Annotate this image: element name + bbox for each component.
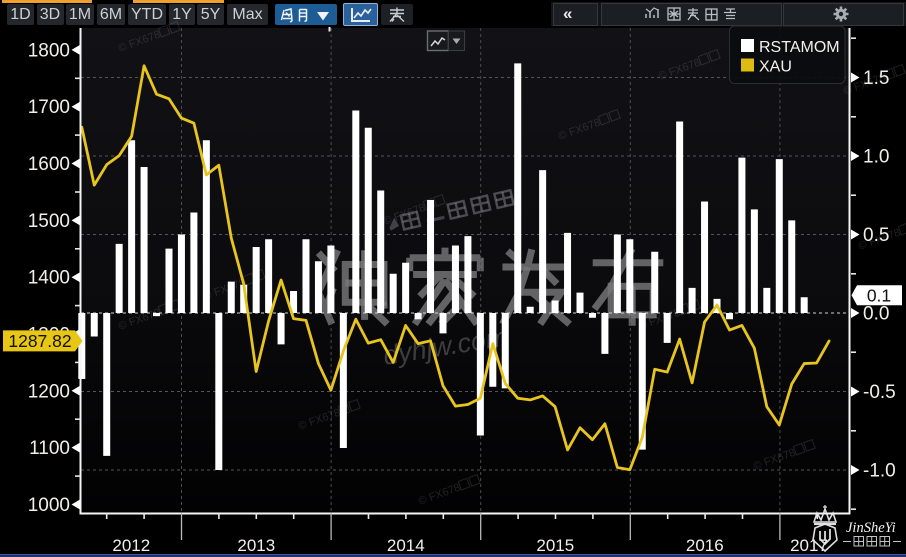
svg-text:1500: 1500 <box>28 211 70 232</box>
svg-text:0.5: 0.5 <box>863 225 889 246</box>
svg-text:-0.5: -0.5 <box>863 382 896 403</box>
svg-text:XAU: XAU <box>759 59 792 76</box>
svg-text:1287.82: 1287.82 <box>8 331 71 351</box>
svg-text:1600: 1600 <box>28 154 70 175</box>
svg-text:2015: 2015 <box>536 536 574 555</box>
svg-text:1000: 1000 <box>28 495 70 516</box>
svg-text:1100: 1100 <box>29 438 70 459</box>
svg-text:2016: 2016 <box>686 536 724 555</box>
svg-text:1.5: 1.5 <box>863 68 889 89</box>
svg-text:1800: 1800 <box>28 40 70 61</box>
svg-text:RSTAMOM: RSTAMOM <box>759 39 840 56</box>
svg-text:1200: 1200 <box>28 381 70 402</box>
svg-text:1.0: 1.0 <box>863 147 889 168</box>
svg-text:2017: 2017 <box>790 536 828 555</box>
svg-text:1400: 1400 <box>28 268 70 289</box>
svg-text:JinSheYi: JinSheYi <box>846 520 896 536</box>
svg-text:1700: 1700 <box>28 97 70 118</box>
svg-text:2012: 2012 <box>112 536 150 555</box>
svg-text:2014: 2014 <box>387 536 425 555</box>
svg-text:0.1: 0.1 <box>867 285 891 305</box>
svg-text:0.0: 0.0 <box>863 304 889 325</box>
svg-text:2013: 2013 <box>237 536 275 555</box>
svg-text:-1.0: -1.0 <box>863 461 896 482</box>
